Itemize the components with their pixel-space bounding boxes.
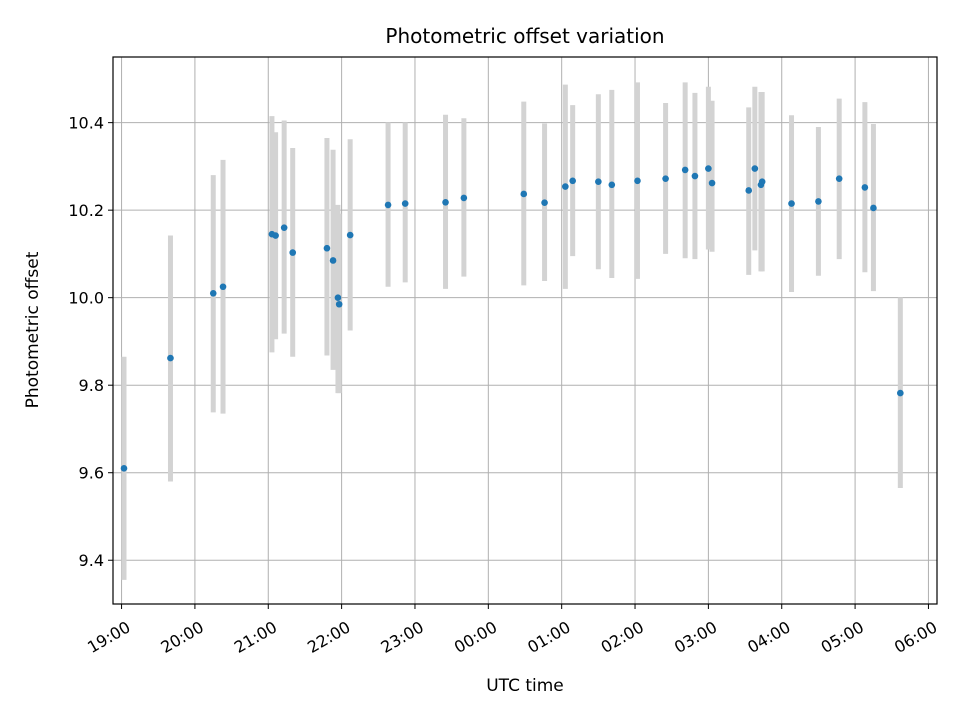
data-point (681, 166, 689, 174)
data-point (384, 201, 392, 209)
data-point (662, 175, 669, 182)
data-point (520, 190, 528, 198)
data-point (289, 249, 297, 256)
data-point (608, 181, 616, 189)
chart-title: Photometric offset variation (385, 24, 664, 48)
x-axis-label: UTC time (486, 676, 564, 696)
y-axis-ticks: 9.4 9.6 9.8 10.0 10.2 10.4 (68, 114, 113, 570)
data-point (401, 200, 409, 207)
data-point (442, 198, 449, 206)
y-tick-label: 10.4 (68, 114, 104, 133)
y-tick-label: 9.6 (79, 464, 104, 483)
data-point (870, 204, 877, 212)
data-point (460, 194, 468, 202)
data-point (167, 354, 174, 362)
data-point (541, 199, 548, 207)
data-point (705, 165, 712, 172)
data-point (323, 244, 331, 252)
data-point (634, 177, 641, 185)
data-point (209, 290, 217, 297)
data-point (835, 175, 843, 182)
data-point (691, 172, 699, 180)
y-tick-label: 9.8 (79, 376, 104, 395)
y-axis-label: Photometric offset (23, 251, 43, 408)
data-point (861, 184, 869, 191)
y-tick-label: 10.0 (68, 289, 104, 308)
data-point (219, 283, 227, 291)
data-point (329, 257, 337, 264)
data-point (569, 177, 576, 185)
data-point (897, 389, 904, 397)
data-point (120, 465, 128, 472)
data-point (272, 232, 279, 239)
data-point (562, 183, 569, 190)
y-tick-label: 9.4 (79, 551, 104, 570)
data-point (334, 294, 342, 301)
data-point (346, 231, 354, 239)
data-point (708, 179, 716, 187)
plot-frame (112, 56, 938, 605)
data-point (788, 200, 795, 207)
data-point (595, 178, 602, 186)
y-tick-label: 10.2 (68, 201, 104, 220)
data-point (751, 165, 759, 172)
data-points (120, 165, 904, 472)
data-point (745, 187, 753, 194)
data-point (280, 224, 288, 231)
data-point (335, 300, 343, 308)
data-point (758, 178, 766, 186)
data-point (815, 198, 822, 205)
